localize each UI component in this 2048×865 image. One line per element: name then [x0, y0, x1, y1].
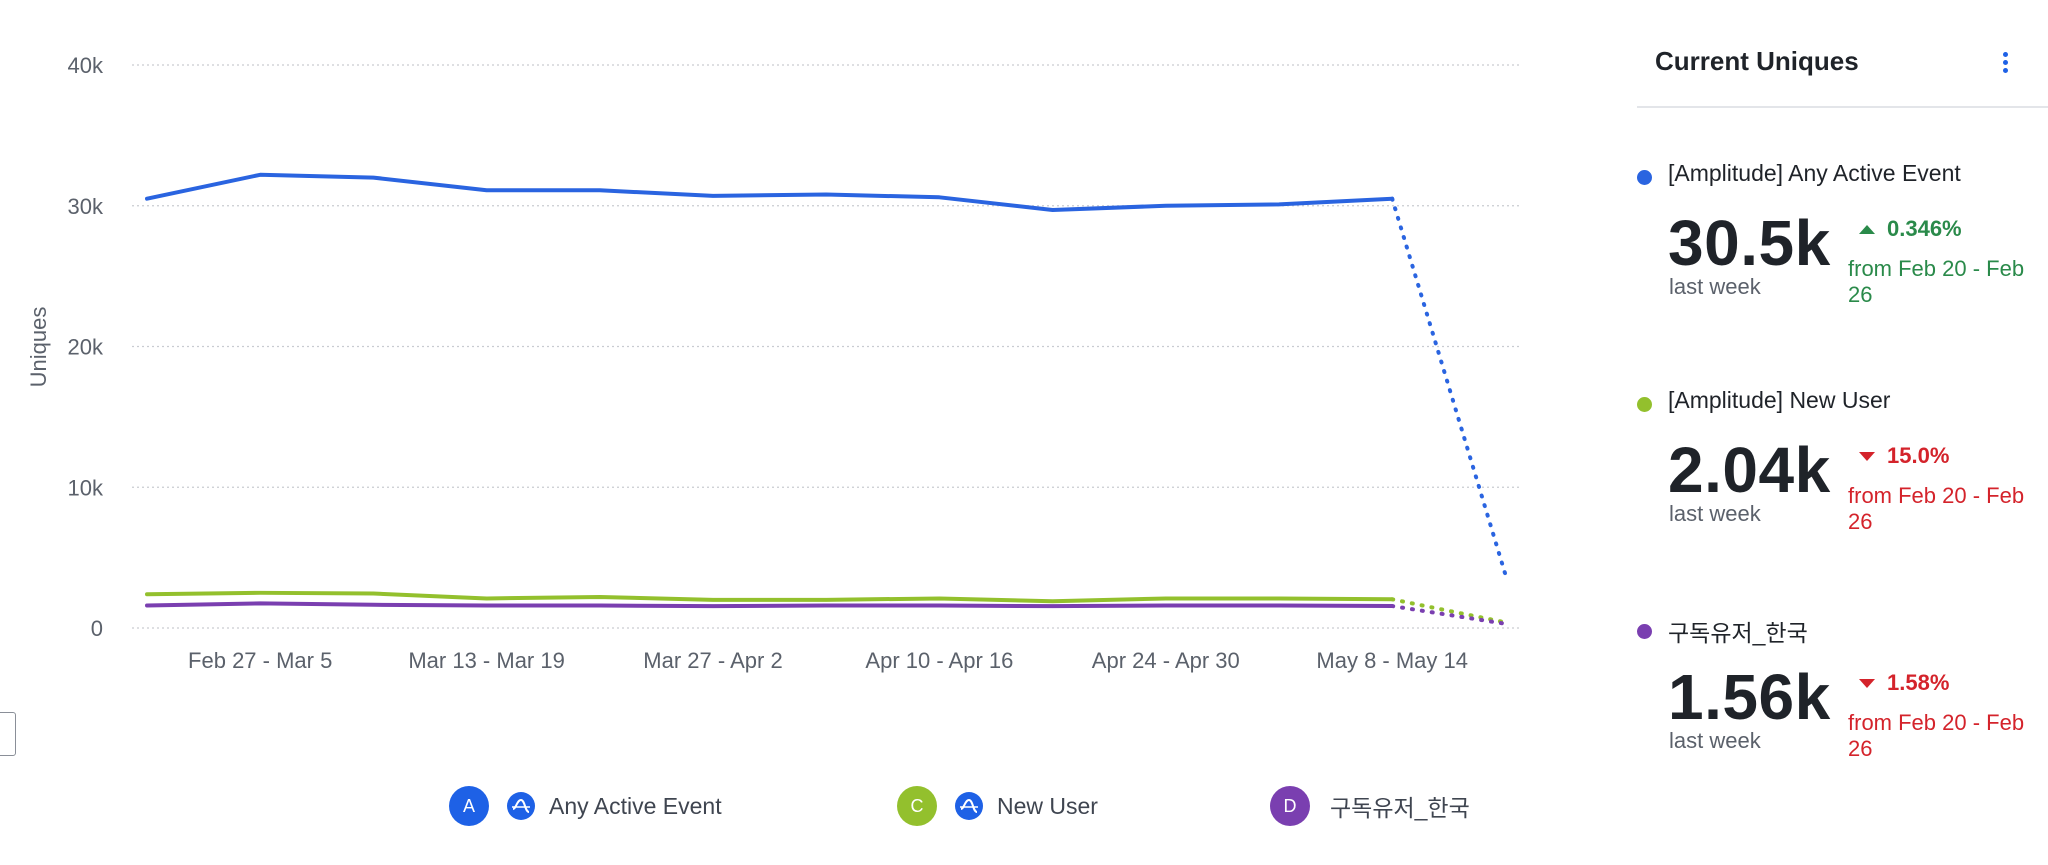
x-tick-label: Mar 13 - Mar 19 — [408, 648, 565, 673]
metric-change-value: 15.0% — [1887, 443, 1950, 468]
y-tick-label: 10k — [68, 475, 104, 500]
y-tick-label: 20k — [68, 335, 104, 360]
series-color-dot — [1637, 170, 1652, 185]
legend-label-c: New User — [997, 792, 1098, 819]
series-color-dot — [1637, 397, 1652, 412]
metric-period: last week — [1669, 501, 1761, 526]
arrow-up-icon — [1859, 224, 1875, 234]
metric-comparison: from Feb 20 - Feb 26 — [1848, 256, 2025, 307]
metric-subscriber-korea: 구독유저_한국 1.56k last week 1.58% from Feb 2… — [1637, 614, 2048, 814]
metric-change-value: 1.58% — [1887, 670, 1950, 695]
legend-item-a[interactable]: A Any Active Event — [449, 784, 722, 828]
x-tick-label: Mar 27 - Apr 2 — [643, 648, 782, 673]
series-line-any-active-event[interactable] — [145, 172, 1395, 212]
divider — [1637, 106, 2048, 108]
metric-name: [Amplitude] New User — [1668, 387, 1891, 413]
metric-name: [Amplitude] Any Active Event — [1668, 160, 1961, 186]
metric-change: 0.346% — [1859, 216, 1962, 242]
metric-value: 2.04k — [1668, 434, 1831, 506]
amplitude-icon — [955, 792, 983, 820]
metric-change: 1.58% — [1859, 670, 1949, 696]
x-tick-label: Apr 24 - Apr 30 — [1092, 648, 1240, 673]
metric-comparison: from Feb 20 - Feb 26 — [1848, 710, 2025, 761]
metric-period: last week — [1669, 274, 1761, 299]
x-tick-label: May 8 - May 14 — [1316, 648, 1468, 673]
y-axis: 0 10k 20k 30k 40k — [68, 53, 104, 641]
x-tick-label: Apr 10 - Apr 16 — [865, 648, 1013, 673]
legend-label-d: 구독유저_한국 — [1330, 795, 1470, 821]
metric-name: 구독유저_한국 — [1668, 620, 1808, 646]
amplitude-icon — [507, 792, 535, 820]
gridlines — [132, 64, 1520, 629]
panel-title: Current Uniques — [1655, 46, 1859, 76]
series-color-dot — [1637, 624, 1652, 639]
arrow-down-icon — [1859, 678, 1875, 688]
arrow-down-icon — [1859, 451, 1875, 461]
metric-comparison: from Feb 20 - Feb 26 — [1848, 483, 2025, 534]
legend-label-a: Any Active Event — [549, 792, 722, 819]
x-axis: Feb 27 - Mar 5 Mar 13 - Mar 19 Mar 27 - Ap… — [188, 648, 1468, 673]
metric-period: last week — [1669, 728, 1761, 753]
series-badge-d: D — [1270, 786, 1310, 826]
y-tick-label: 30k — [68, 194, 104, 219]
y-tick-label: 40k — [68, 53, 104, 78]
series-line-new-user[interactable] — [145, 590, 1395, 604]
x-tick-label: Feb 27 - Mar 5 — [188, 648, 332, 673]
legend-item-c[interactable]: C New User — [897, 784, 1098, 828]
series-badge-a: A — [449, 786, 489, 826]
y-tick-label: 0 — [91, 616, 103, 641]
metric-value: 30.5k — [1668, 207, 1831, 279]
legend-item-d[interactable]: D 구독유저_한국 — [1270, 784, 1470, 828]
series-line-subscriber-korea[interactable] — [145, 601, 1395, 609]
metric-value: 1.56k — [1668, 661, 1831, 733]
scroll-handle[interactable] — [0, 712, 16, 756]
series-line-incomplete-new-user[interactable] — [1390, 597, 1508, 625]
y-axis-title: Uniques — [26, 307, 51, 388]
series-line-incomplete-any-active-event[interactable] — [1390, 196, 1508, 577]
metric-change-value: 0.346% — [1887, 216, 1962, 241]
metric-change: 15.0% — [1859, 443, 1949, 469]
series-badge-c: C — [897, 786, 937, 826]
more-options-icon[interactable] — [2000, 52, 2010, 80]
current-uniques-panel: Current Uniques [Amplitude] Any Active E… — [1637, 0, 2048, 865]
metric-any-active-event: [Amplitude] Any Active Event 30.5k last … — [1637, 160, 2048, 360]
series-line-incomplete-subscriber-korea[interactable] — [1390, 604, 1508, 626]
series-lines — [145, 172, 1508, 626]
metric-new-user: [Amplitude] New User 2.04k last week 15.… — [1637, 387, 2048, 587]
line-chart: 0 10k 20k 30k 40k Feb 27 - Mar 5 Mar 13 - Mar… — [26, 53, 1520, 673]
